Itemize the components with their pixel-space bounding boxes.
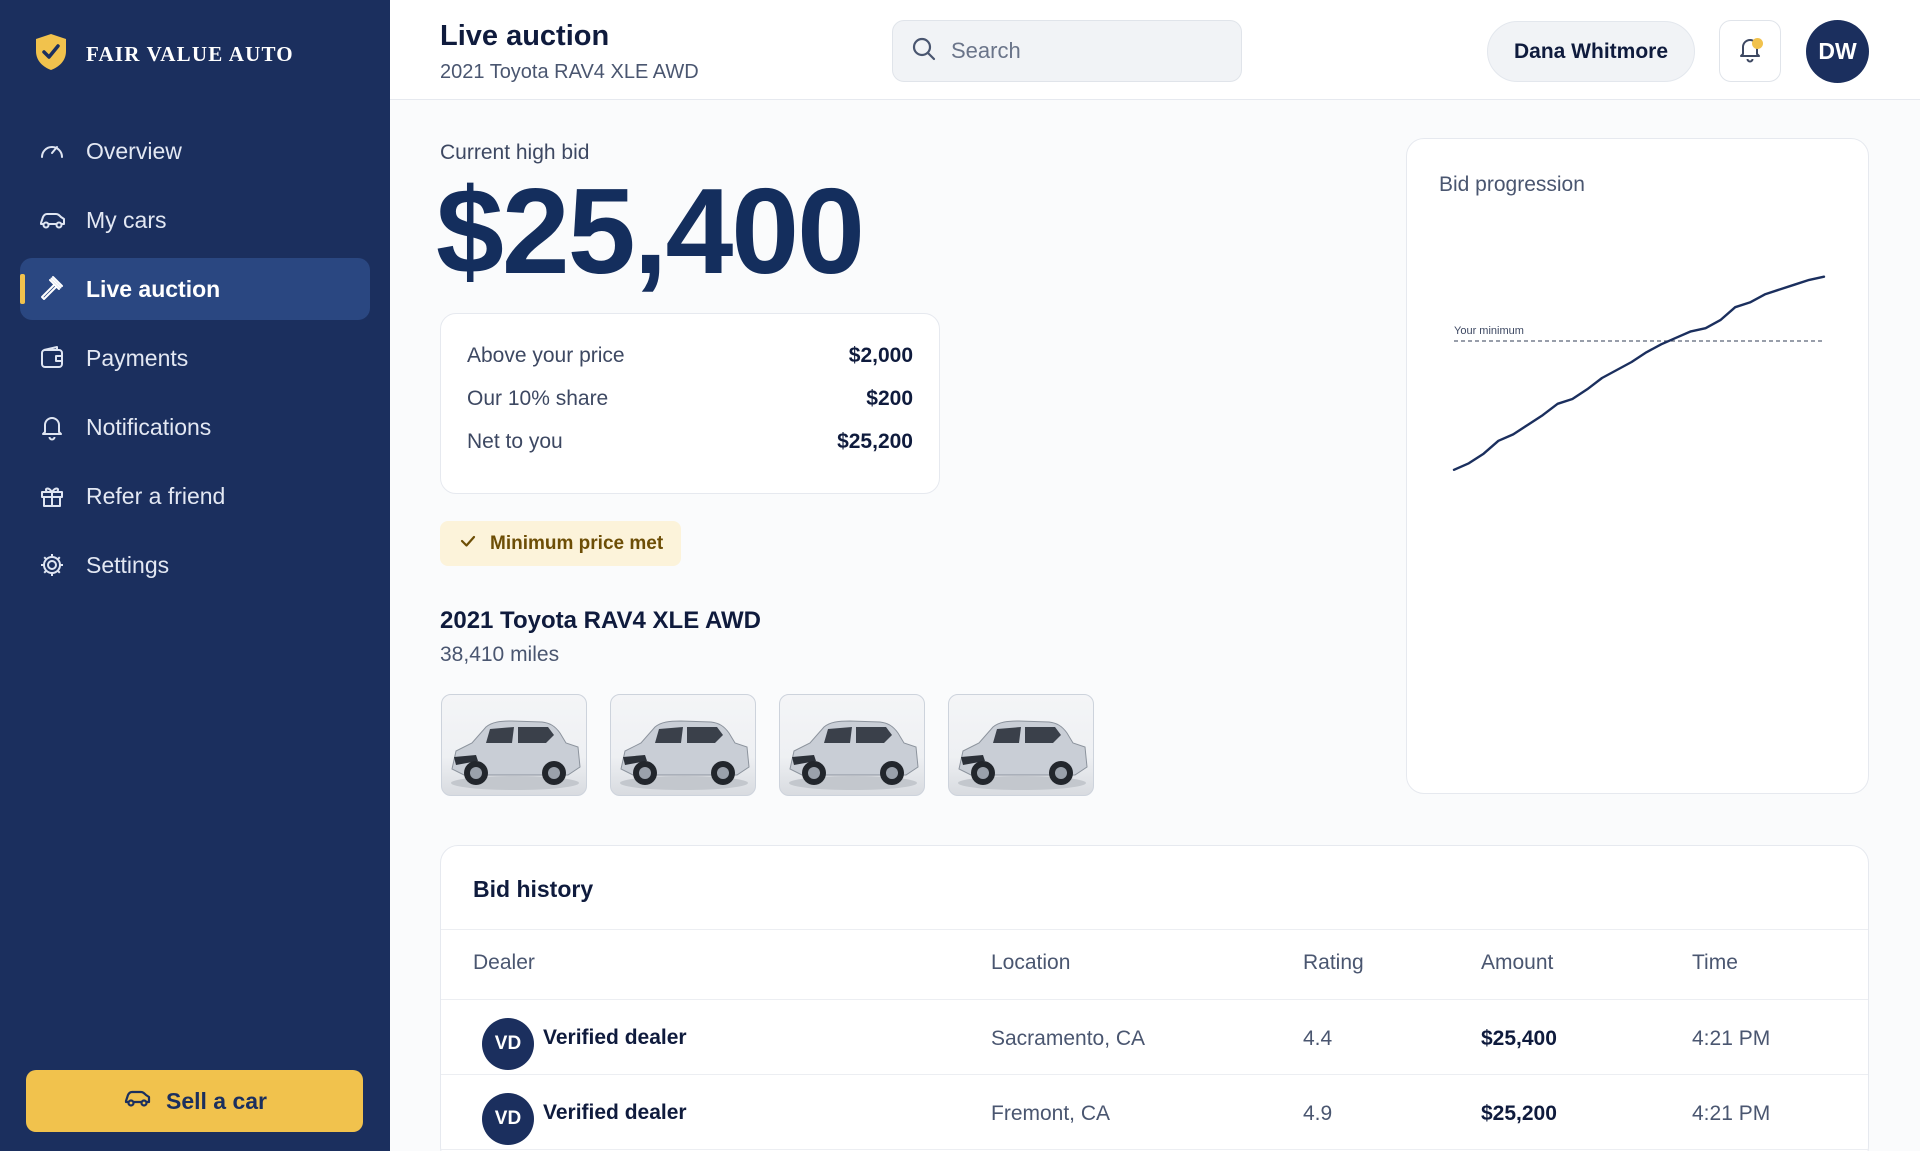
column-header-amount[interactable]: Amount xyxy=(1481,951,1554,974)
divider xyxy=(441,929,1868,930)
wallet-icon xyxy=(38,344,66,372)
bid-amount: $25,400 xyxy=(1481,1027,1557,1050)
bid-time: 4:21 PM xyxy=(1692,1027,1771,1050)
dealer-avatar: VD xyxy=(482,1093,534,1145)
sidebar-item-label: Notifications xyxy=(86,413,212,440)
search-box[interactable] xyxy=(892,20,1242,82)
check-icon xyxy=(458,531,478,557)
unread-dot xyxy=(1752,38,1763,49)
sidebar-item-label: Overview xyxy=(86,137,182,164)
breakdown-label: Net to you xyxy=(467,429,563,453)
car-photo-image xyxy=(789,720,919,790)
car-icon xyxy=(38,206,66,234)
column-header-location[interactable]: Location xyxy=(991,951,1071,974)
breakdown-value: $25,200 xyxy=(837,429,913,453)
sidebar: FAIR VALUE AUTO Overview My cars Live au… xyxy=(0,0,390,1151)
gift-icon xyxy=(38,482,66,510)
gear-icon xyxy=(38,551,66,579)
badge-label: Minimum price met xyxy=(490,532,664,554)
current-high-bid-amount: $25,400 xyxy=(436,163,865,299)
sidebar-item-my-cars[interactable]: My cars xyxy=(20,189,370,251)
brand-name: FAIR VALUE AUTO xyxy=(86,42,294,66)
breakdown-value: $200 xyxy=(866,386,913,410)
series-line xyxy=(1452,275,1826,471)
sidebar-item-notifications[interactable]: Notifications xyxy=(20,396,370,458)
car-mileage: 38,410 miles xyxy=(440,643,560,666)
bid-history-title: Bid history xyxy=(473,876,594,902)
search-input[interactable] xyxy=(951,38,1211,64)
column-header-rating[interactable]: Rating xyxy=(1303,951,1364,974)
car-photo-gallery xyxy=(441,694,1094,796)
breakdown-row: Net to you $25,200 xyxy=(467,420,913,463)
sell-a-car-label: Sell a car xyxy=(165,1087,268,1114)
car-photo-image xyxy=(958,720,1088,790)
sidebar-item-settings[interactable]: Settings xyxy=(20,534,370,596)
car-title: 2021 Toyota RAV4 XLE AWD xyxy=(440,607,761,634)
sidebar-item-label: Settings xyxy=(86,551,170,578)
notifications-button[interactable] xyxy=(1719,20,1781,82)
sidebar-nav: Overview My cars Live auction Payments N… xyxy=(20,120,370,603)
bell-icon xyxy=(38,413,66,441)
sidebar-item-label: My cars xyxy=(86,206,167,233)
search-icon xyxy=(911,36,937,67)
sidebar-item-label: Refer a friend xyxy=(86,482,226,509)
dealer-location: Fremont, CA xyxy=(991,1102,1111,1125)
bid-history-card: Bid history Dealer Location Rating Amoun… xyxy=(440,845,1869,1151)
car-photo-thumbnail[interactable] xyxy=(779,694,925,796)
bid-amount: $25,200 xyxy=(1481,1102,1557,1125)
dealer-rating: 4.9 xyxy=(1303,1102,1333,1125)
gavel-icon xyxy=(38,275,66,303)
chart-title: Bid progression xyxy=(1439,173,1585,196)
page-title: Live auction xyxy=(440,20,610,52)
divider xyxy=(441,1149,1868,1150)
dealer-name: Verified dealer xyxy=(543,1101,687,1124)
threshold-label: Your minimum xyxy=(1454,325,1524,337)
breakdown-value: $2,000 xyxy=(848,343,913,367)
car-photo-thumbnail[interactable] xyxy=(610,694,756,796)
current-high-bid-label: Current high bid xyxy=(440,141,590,164)
car-photo-image xyxy=(620,720,750,790)
user-name-pill[interactable]: Dana Whitmore xyxy=(1487,21,1696,82)
car-icon xyxy=(122,1085,152,1117)
dealer-avatar: VD xyxy=(482,1018,534,1070)
sidebar-item-label: Live auction xyxy=(86,275,221,302)
bid-progression-card: Bid progression Your minimum xyxy=(1406,138,1869,794)
sell-a-car-button[interactable]: Sell a car xyxy=(26,1070,363,1132)
car-photo-thumbnail[interactable] xyxy=(441,694,587,796)
column-header-time[interactable]: Time xyxy=(1692,951,1738,974)
breakdown-label: Our 10% share xyxy=(467,386,609,410)
dealer-location: Sacramento, CA xyxy=(991,1027,1146,1050)
sidebar-item-label: Payments xyxy=(86,344,189,371)
brand[interactable]: FAIR VALUE AUTO xyxy=(34,32,294,77)
shield-check-icon xyxy=(34,32,68,77)
sidebar-item-refer-a-friend[interactable]: Refer a friend xyxy=(20,465,370,527)
divider xyxy=(441,999,1868,1000)
car-photo-image xyxy=(451,720,581,790)
column-header-dealer[interactable]: Dealer xyxy=(473,951,535,974)
divider xyxy=(441,1074,1868,1075)
dealer-rating: 4.4 xyxy=(1303,1027,1333,1050)
bid-time: 4:21 PM xyxy=(1692,1102,1771,1125)
bid-breakdown-card: Above your price $2,000 Our 10% share $2… xyxy=(440,313,940,494)
breakdown-label: Above your price xyxy=(467,343,625,367)
breakdown-row: Above your price $2,000 xyxy=(467,334,913,377)
sidebar-item-overview[interactable]: Overview xyxy=(20,120,370,182)
breakdown-row: Our 10% share $200 xyxy=(467,377,913,420)
gauge-icon xyxy=(38,137,66,165)
sidebar-item-live-auction[interactable]: Live auction xyxy=(20,258,370,320)
page-subtitle: 2021 Toyota RAV4 XLE AWD xyxy=(440,61,699,83)
top-header: Live auction 2021 Toyota RAV4 XLE AWD Da… xyxy=(390,0,1920,100)
bid-progression-chart: Your minimum xyxy=(1452,275,1826,471)
dealer-name: Verified dealer xyxy=(543,1026,687,1049)
sidebar-item-payments[interactable]: Payments xyxy=(20,327,370,389)
minimum-price-met-badge: Minimum price met xyxy=(440,521,682,566)
avatar[interactable]: DW xyxy=(1806,20,1869,83)
car-photo-thumbnail[interactable] xyxy=(948,694,1094,796)
